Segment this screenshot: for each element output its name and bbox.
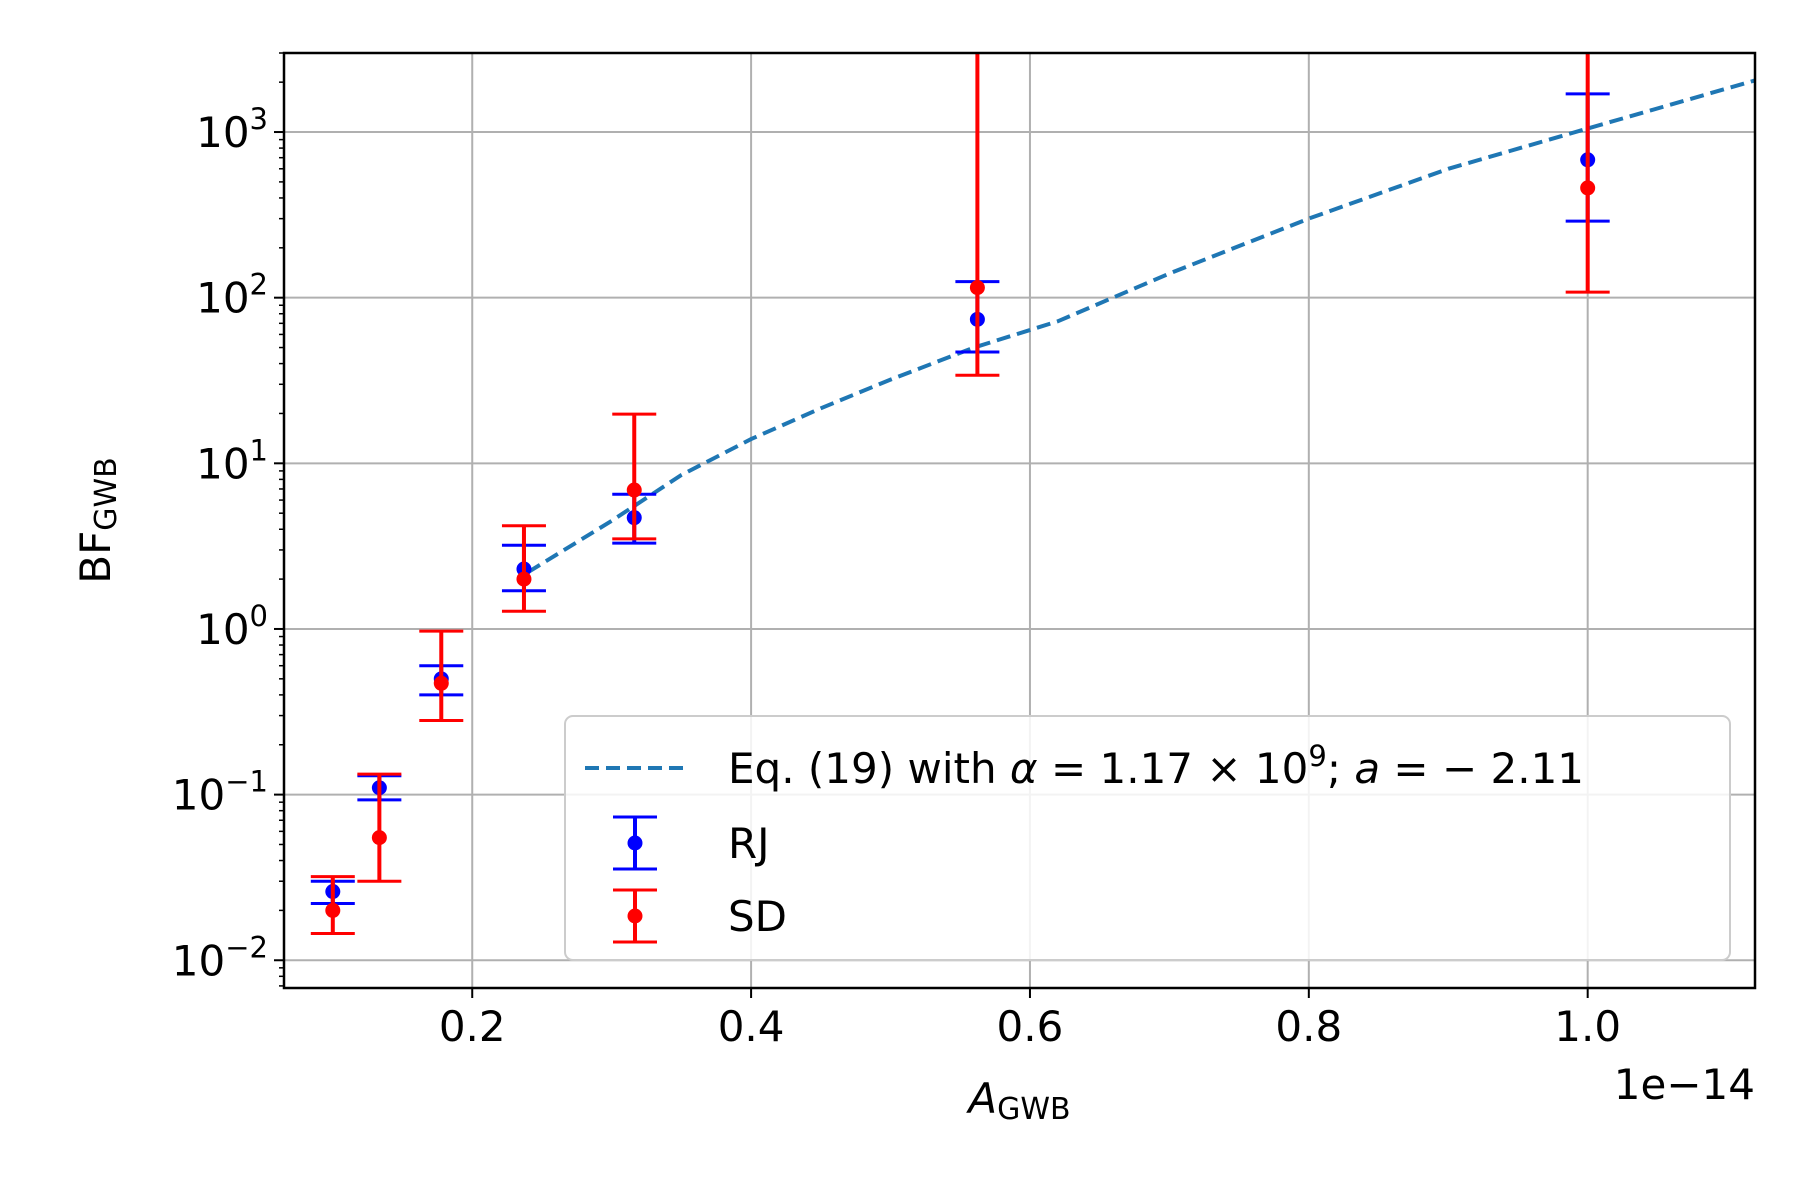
y-axis-title-main: BF: [71, 531, 120, 584]
data-point: [969, 280, 985, 296]
data-points-layer: [310, 53, 1610, 936]
legend-label: Eq. (19) with α = 1.17 × 109; a = − 2.11: [728, 739, 1584, 793]
x-axis-title: AGWB: [965, 1074, 1070, 1127]
y-tick-label: 10−1: [172, 765, 268, 820]
x-axis-title-main: A: [965, 1074, 997, 1123]
x-tick-label: 1.0: [1554, 1002, 1621, 1051]
data-point: [626, 482, 642, 498]
x-tick-label: 0.4: [718, 1002, 785, 1051]
legend-handle-marker: [627, 835, 643, 851]
legend-box: [564, 715, 1731, 961]
series-sd: [310, 53, 1610, 936]
x-tick-label: 0.6: [997, 1002, 1064, 1051]
y-axis: 103 102 101 100 10−1 10−2: [172, 52, 284, 987]
data-point: [1580, 180, 1596, 196]
legend-handle-marker: [627, 908, 643, 924]
x-axis: 0.2 0.4 0.6 0.8 1.0: [439, 988, 1621, 1051]
x-axis-title-sub: GWB: [997, 1092, 1071, 1127]
y-tick-label: 100: [196, 599, 268, 654]
model-curve: [526, 78, 1756, 574]
y-tick-label: 102: [196, 268, 268, 323]
y-axis-title-sub: GWB: [89, 457, 124, 531]
data-point: [433, 675, 449, 691]
data-point: [371, 830, 387, 846]
legend-label: RJ: [728, 819, 770, 868]
data-point: [516, 571, 532, 587]
x-tick-label: 0.2: [439, 1002, 506, 1051]
legend-label: SD: [728, 892, 787, 941]
x-tick-label: 0.8: [1275, 1002, 1342, 1051]
model-curve-layer: [526, 78, 1756, 574]
y-tick-label: 101: [196, 433, 268, 488]
legend: Eq. (19) with α = 1.17 × 109; a = − 2.11…: [564, 715, 1731, 961]
y-tick-label: 10−2: [172, 930, 268, 985]
x-offset-text: 1e−14: [1614, 1060, 1755, 1109]
y-axis-title: BFGWB: [71, 457, 124, 583]
plot-frame: [282, 51, 1757, 990]
y-tick-label: 103: [196, 102, 268, 157]
data-point: [325, 902, 341, 918]
